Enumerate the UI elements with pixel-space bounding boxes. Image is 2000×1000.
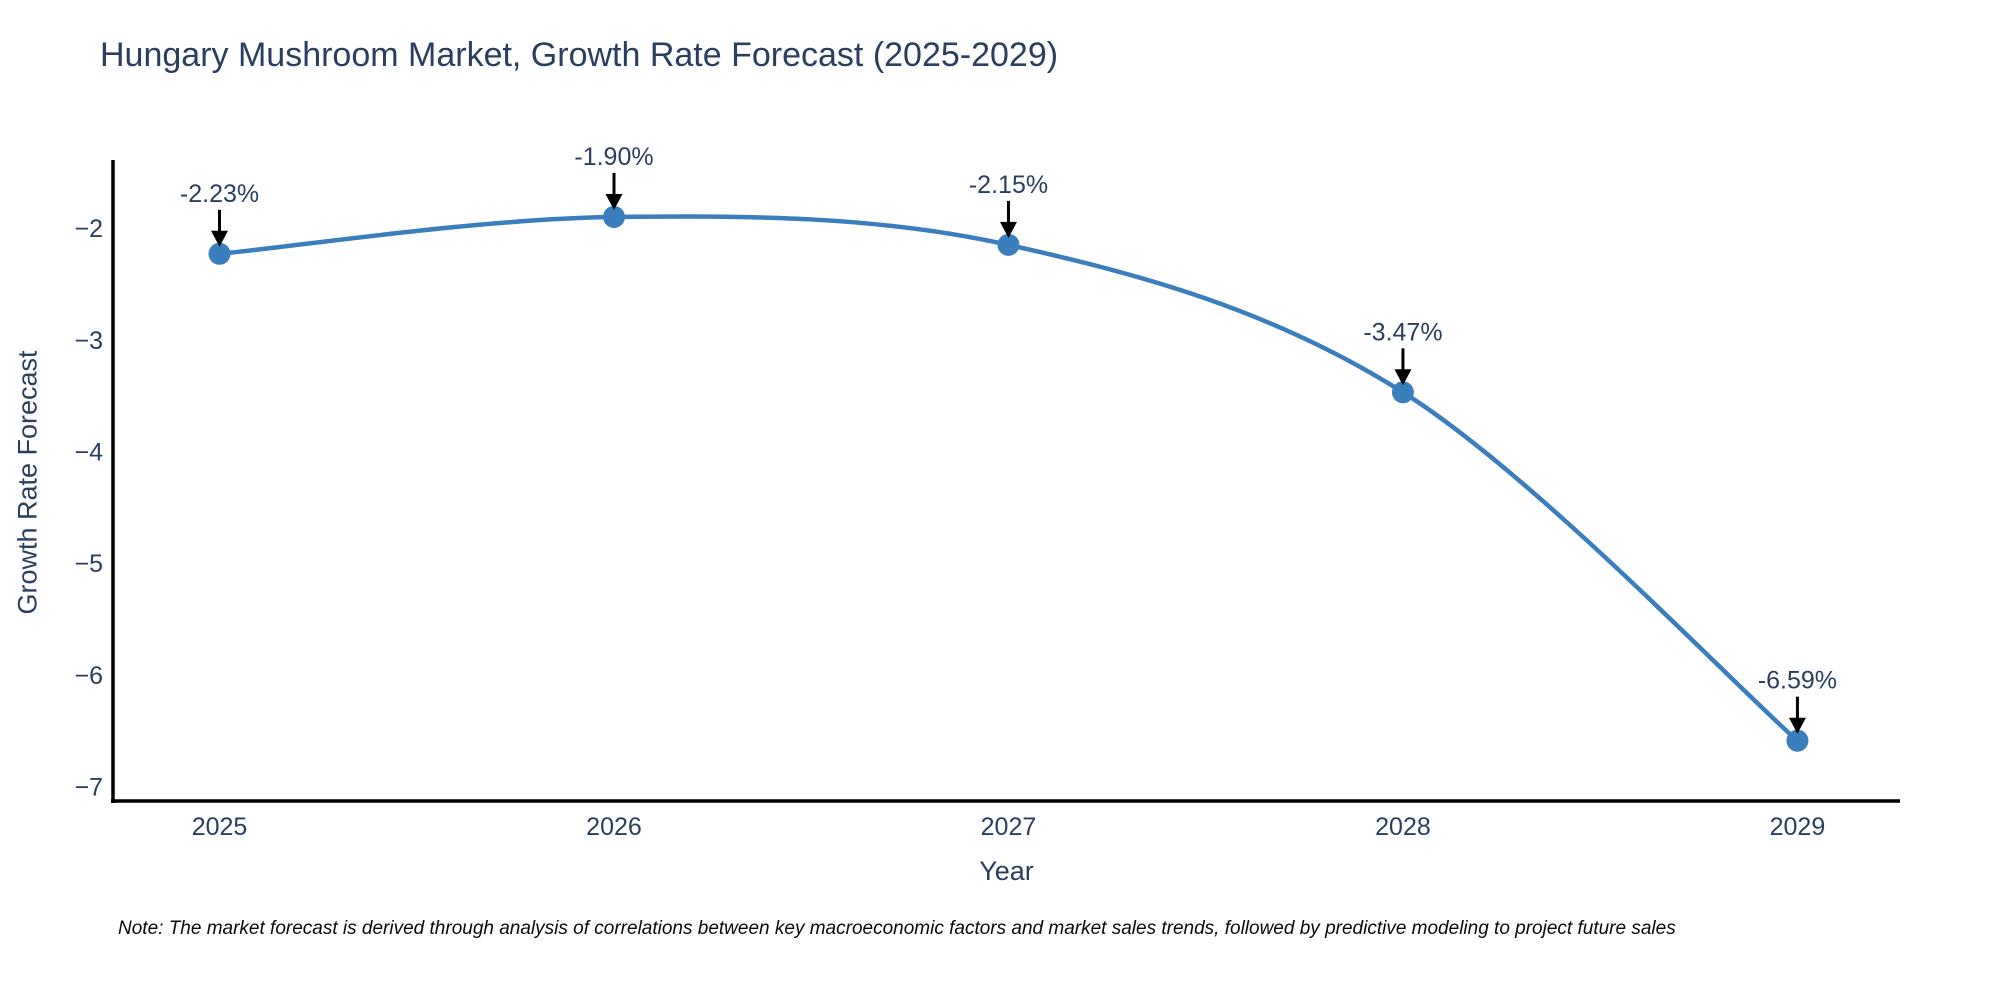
- annotation-arrowhead-icon: [1394, 369, 1412, 386]
- footer-note: Note: The market forecast is derived thr…: [118, 918, 1676, 939]
- data-point-label: -1.90%: [574, 143, 653, 171]
- data-point-label: -2.23%: [180, 180, 259, 208]
- annotation-arrowhead-icon: [211, 230, 229, 247]
- y-tick-label: −2: [74, 215, 103, 243]
- x-tick-label: 2025: [192, 813, 248, 841]
- y-axis-title: Growth Rate Forecast: [12, 350, 43, 615]
- annotation-arrowhead-icon: [999, 221, 1017, 238]
- x-tick-label: 2027: [981, 813, 1037, 841]
- y-tick-label: −7: [74, 773, 103, 801]
- data-point-marker: [1786, 729, 1809, 752]
- y-tick-label: −6: [74, 662, 103, 690]
- y-tick-label: −3: [74, 327, 103, 355]
- y-tick-label: −4: [74, 438, 103, 466]
- x-axis-title: Year: [979, 856, 1034, 886]
- data-point-marker: [997, 233, 1020, 256]
- data-point-label: -2.15%: [969, 171, 1048, 199]
- data-point-marker: [602, 205, 625, 228]
- x-tick-label: 2026: [586, 813, 642, 841]
- annotation-arrowhead-icon: [605, 193, 623, 210]
- data-point-marker: [208, 242, 231, 265]
- chart-title: Hungary Mushroom Market, Growth Rate For…: [100, 36, 1059, 74]
- data-point-marker: [1391, 381, 1414, 404]
- x-tick-label: 2028: [1375, 813, 1431, 841]
- data-point-label: -3.47%: [1363, 318, 1442, 346]
- y-tick-label: −5: [74, 550, 103, 578]
- annotation-arrowhead-icon: [1788, 717, 1806, 734]
- forecast-line-series: [217, 214, 1800, 743]
- data-point-label: -6.59%: [1758, 667, 1837, 695]
- x-tick-label: 2029: [1770, 813, 1826, 841]
